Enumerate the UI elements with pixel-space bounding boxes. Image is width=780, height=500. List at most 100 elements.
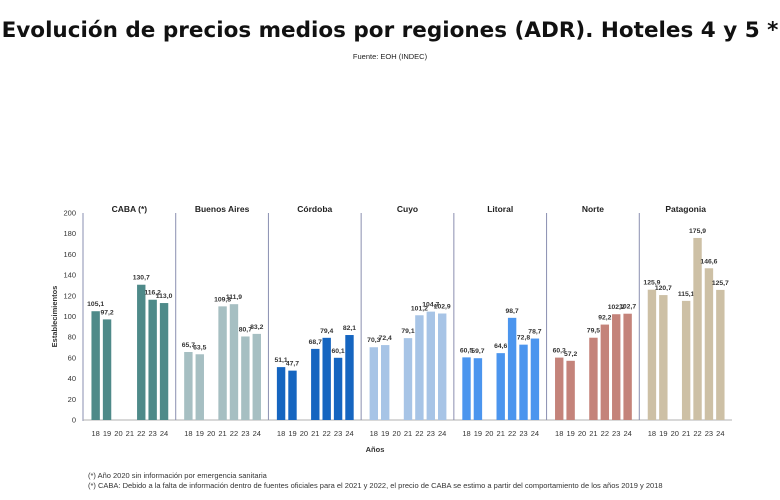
data-label: 125,9: [643, 280, 660, 287]
footnote-2020: (*) Año 2020 sin información por emergen…: [88, 471, 267, 480]
bar-patagonia-18: [647, 289, 657, 420]
data-label: 113,0: [156, 293, 173, 300]
bar-litoral-23: [519, 344, 528, 420]
bar-patagonia-22: [693, 237, 702, 420]
x-tick-label: 24: [716, 429, 724, 438]
y-tick-label: 60: [68, 353, 76, 362]
data-label: 57,2: [564, 351, 577, 358]
panel-title-norte: Norte: [582, 204, 604, 214]
y-tick-label: 180: [63, 229, 76, 238]
data-label: 47,7: [286, 361, 299, 368]
data-label: 70,3: [367, 337, 380, 344]
data-label: 102,9: [434, 303, 451, 310]
bar-patagonia-21: [681, 300, 691, 420]
bar-patagonia-24: [716, 289, 725, 420]
x-tick-label: 19: [103, 429, 111, 438]
data-label: 59,7: [471, 348, 484, 355]
x-tick-label: 22: [693, 429, 701, 438]
data-label: 78,7: [528, 329, 541, 336]
x-tick-label: 23: [334, 429, 342, 438]
x-tick-label: 21: [682, 429, 690, 438]
x-tick-label: 22: [415, 429, 423, 438]
bar-norte-18: [555, 357, 564, 420]
panel-title-caba: CABA (*): [112, 204, 148, 214]
chart-source: Fuente: EOH (INDEC): [352, 52, 428, 61]
x-tick-label: 20: [578, 429, 586, 438]
bar-litoral-24: [530, 338, 540, 420]
x-tick-label: 19: [288, 429, 296, 438]
bar-norte-24: [623, 313, 632, 420]
bar-córdoba-22: [322, 337, 331, 420]
bar-litoral-21: [496, 353, 505, 420]
x-tick-label: 19: [196, 429, 204, 438]
bar-caba-22: [137, 284, 146, 420]
bar-buenos-aires-18: [184, 352, 193, 420]
x-tick-label: 21: [404, 429, 412, 438]
x-tick-label: 23: [612, 429, 620, 438]
data-label: 83,2: [250, 324, 263, 331]
data-label: 116,2: [144, 290, 161, 297]
y-tick-label: 80: [68, 333, 76, 342]
x-tick-label: 24: [623, 429, 631, 438]
y-tick-label: 160: [63, 250, 76, 259]
data-label: 102,2: [608, 304, 625, 311]
data-label: 92,2: [598, 315, 611, 322]
bar-caba-18: [91, 311, 100, 420]
x-tick-label: 18: [555, 429, 563, 438]
x-tick-label: 18: [462, 429, 470, 438]
data-label: 111,9: [226, 294, 242, 301]
bar-norte-21: [589, 337, 598, 420]
bar-litoral-19: [473, 358, 483, 420]
x-tick-label: 22: [508, 429, 516, 438]
y-tick-label: 0: [72, 416, 76, 425]
x-tick-label: 21: [126, 429, 134, 438]
data-label: 63,5: [193, 344, 206, 351]
panel-title-buenos-aires: Buenos Aires: [195, 204, 250, 214]
x-tick-label: 23: [705, 429, 713, 438]
data-label: 125,7: [712, 280, 729, 287]
data-label: 130,7: [133, 275, 150, 282]
data-label: 60,3: [553, 348, 566, 355]
bar-norte-23: [612, 314, 621, 420]
x-tick-label: 24: [345, 429, 353, 438]
y-tick-label: 100: [63, 312, 76, 321]
chart-title: Evolución de precios medios por regiones…: [1, 18, 779, 43]
x-tick-label: 19: [659, 429, 667, 438]
data-label: 64,6: [494, 343, 507, 350]
bar-córdoba-23: [333, 357, 343, 420]
x-tick-label: 19: [474, 429, 482, 438]
x-tick-label: 18: [277, 429, 285, 438]
x-axis-title: Años: [366, 445, 385, 454]
data-label: 175,9: [689, 228, 706, 235]
bar-cuyo-19: [381, 345, 390, 420]
x-tick-label: 22: [601, 429, 609, 438]
data-label: 102,7: [619, 304, 636, 311]
y-tick-label: 140: [63, 271, 76, 280]
data-label: 97,2: [100, 309, 113, 316]
panel-title-patagonia: Patagonia: [665, 204, 706, 214]
bar-patagonia-19: [659, 295, 668, 420]
data-label: 60,1: [331, 348, 344, 355]
x-tick-label: 19: [566, 429, 574, 438]
data-label: 68,7: [309, 339, 322, 346]
data-label: 72,4: [379, 335, 392, 342]
bar-cuyo-24: [438, 313, 447, 420]
data-label: 79,1: [401, 328, 414, 335]
data-label: 104,7: [422, 302, 439, 309]
data-label: 79,4: [320, 328, 333, 335]
bar-córdoba-21: [311, 348, 320, 420]
x-tick-label: 20: [207, 429, 215, 438]
bar-caba-23: [148, 299, 157, 420]
x-tick-label: 20: [485, 429, 493, 438]
x-tick-label: 21: [311, 429, 319, 438]
bar-buenos-aires-24: [252, 333, 261, 420]
bar-córdoba-18: [276, 367, 286, 420]
x-tick-label: 18: [91, 429, 99, 438]
x-tick-label: 21: [218, 429, 226, 438]
data-label: 65,7: [182, 342, 195, 349]
data-label: 82,1: [343, 325, 356, 332]
bar-caba-24: [159, 303, 169, 420]
bar-córdoba-24: [345, 335, 354, 420]
data-label: 105,1: [87, 301, 104, 308]
